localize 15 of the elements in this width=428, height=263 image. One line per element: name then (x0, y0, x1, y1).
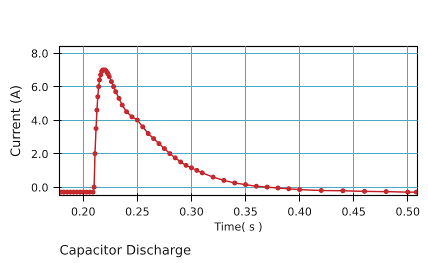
x-tick-label: 0.40 (287, 206, 312, 218)
x-tick-label: 0.35 (233, 206, 258, 218)
x-tick-label: 0.45 (341, 206, 366, 218)
y-tick-label: 8.0 (31, 48, 49, 61)
y-tick-label: 2.0 (31, 148, 49, 162)
y-tick-label: 4.0 (31, 114, 49, 128)
y-tick-label: 6.0 (31, 81, 49, 94)
y-axis-title: Current (A) (9, 85, 24, 157)
x-axis-title: Time( s ) (213, 220, 263, 234)
x-tick-label: 0.25 (125, 206, 150, 218)
text: Capacitor Discharge (60, 244, 192, 258)
y-tick-label: 0.0 (31, 182, 49, 195)
x-tick-label: 0.20 (71, 206, 96, 218)
x-tick-label: 0.30 (179, 206, 204, 218)
x-tick-label: 0.50 (396, 206, 420, 218)
